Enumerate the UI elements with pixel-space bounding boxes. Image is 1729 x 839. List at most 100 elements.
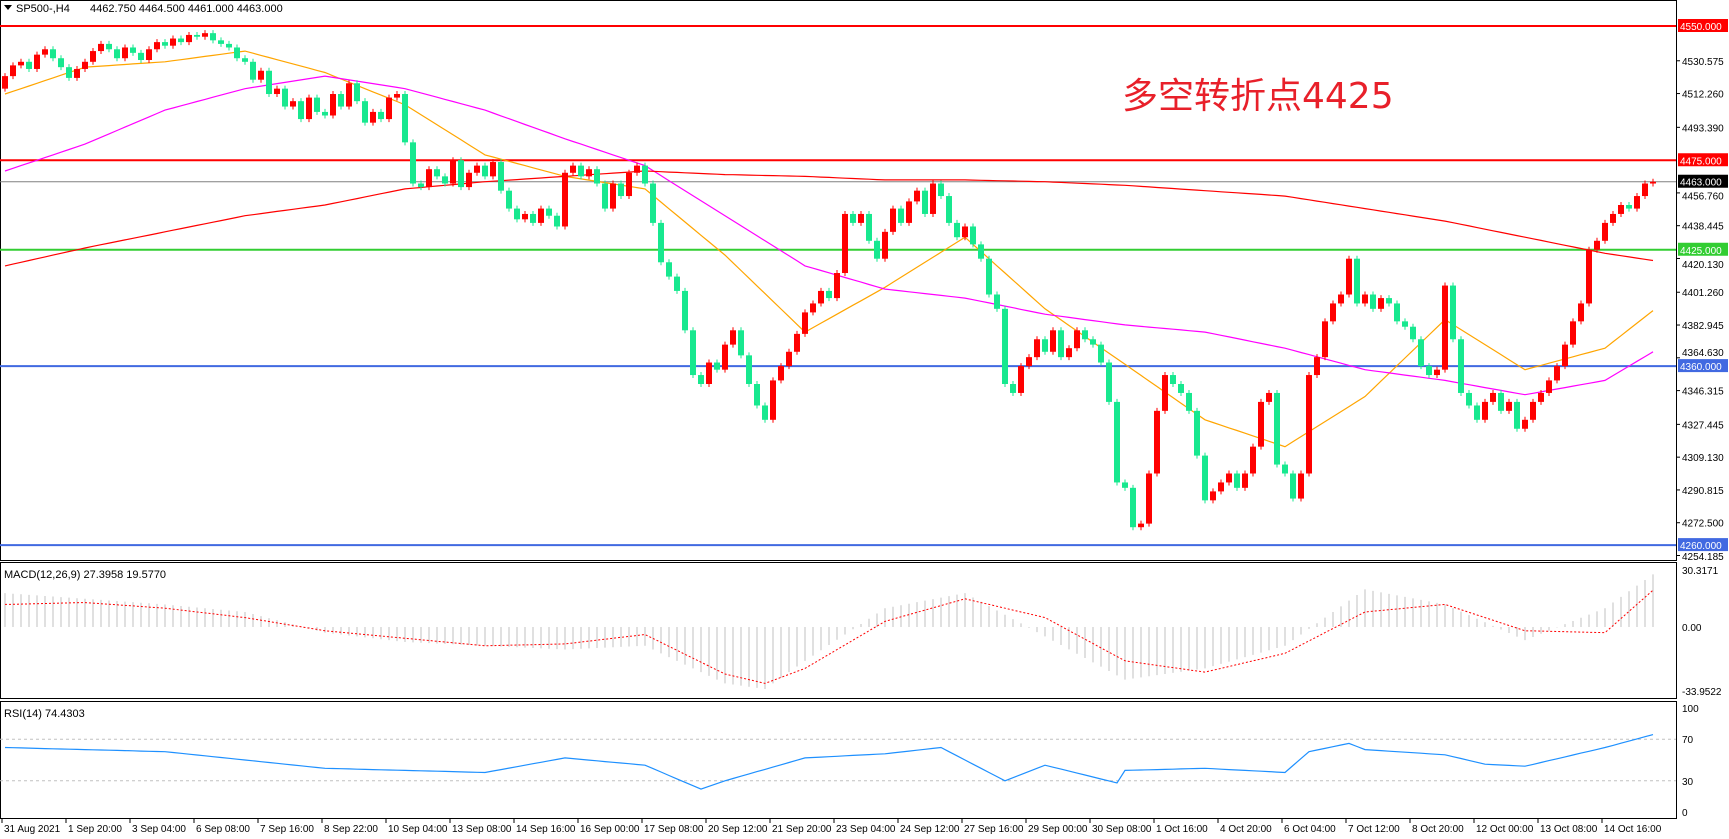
candle-bull	[426, 169, 432, 188]
candle-bull	[186, 34, 192, 43]
candle-bear	[1370, 294, 1376, 309]
candle-bull	[1210, 491, 1216, 501]
rsi-axis-label: 100	[1682, 704, 1699, 715]
candle-bear	[546, 208, 552, 216]
candle-bear	[946, 196, 952, 223]
candle-bear	[226, 43, 232, 48]
candle-bull	[202, 33, 208, 37]
candle-bull	[1434, 369, 1440, 376]
price-axis-label: 4364.630	[1682, 348, 1724, 359]
ma-line-mid	[4, 75, 1654, 396]
candle-bear	[1130, 487, 1136, 528]
candle-bear	[658, 222, 664, 263]
candle-bear	[1514, 401, 1520, 429]
time-axis-label: 13 Sep 08:00	[452, 824, 512, 835]
candle-bear	[1394, 303, 1400, 322]
level-tags: 4550.000 4475.000 4463.000 4425.000 4360.000…	[1678, 19, 1728, 552]
rsi-axis-label: 30	[1682, 777, 1694, 788]
candle-bear	[1106, 362, 1112, 402]
candle-bear	[1186, 392, 1192, 411]
candle-bear	[754, 384, 760, 406]
candle-bear	[594, 169, 600, 184]
candle-bull	[722, 344, 728, 370]
candle-bear	[1410, 326, 1416, 340]
candle-bear	[714, 362, 720, 370]
candle-bear	[698, 375, 704, 384]
candle-bear	[986, 258, 992, 295]
time-axis-label: 29 Sep 00:00	[1028, 824, 1088, 835]
time-axis-label: 20 Sep 12:00	[708, 824, 768, 835]
time-axis-label: 17 Sep 08:00	[644, 824, 704, 835]
candle-bear	[874, 240, 880, 259]
triangle-down-icon[interactable]	[4, 5, 12, 10]
candle-bull	[370, 111, 376, 123]
candle-bull	[538, 208, 544, 223]
candle-bear	[162, 42, 168, 46]
macd-axis-label: 30.3171	[1682, 566, 1719, 577]
time-axis-label: 6 Sep 08:00	[196, 824, 250, 835]
candle-bull	[1362, 294, 1368, 304]
candle-bull	[1346, 258, 1352, 295]
candle-bull	[802, 312, 808, 334]
candle-bull	[610, 183, 616, 209]
candle-bull	[634, 165, 640, 173]
candle-bull	[90, 51, 96, 62]
time-axis-label: 23 Sep 04:00	[836, 824, 896, 835]
level-tag-bg	[1678, 242, 1728, 256]
candle-bull	[1050, 330, 1056, 352]
candle-bear	[978, 244, 984, 259]
candle-bull	[1026, 357, 1032, 367]
candle-bear	[1114, 401, 1120, 483]
candle-bear	[1426, 366, 1432, 376]
candle-bull	[274, 88, 280, 95]
price-axis-label: 4512.260	[1682, 90, 1724, 101]
candle-bull	[2, 76, 8, 89]
candle-bull	[1338, 294, 1344, 304]
candle-bear	[954, 222, 960, 238]
candle-bear	[682, 290, 688, 331]
candle-bull	[1578, 303, 1584, 322]
time-axis-label: 1 Sep 20:00	[68, 824, 122, 835]
candle-bull	[306, 97, 312, 120]
candle-bear	[1354, 258, 1360, 304]
candle-bull	[1154, 410, 1160, 474]
candle-bull	[522, 213, 528, 220]
candle-bear	[1474, 405, 1480, 420]
candle-bull	[154, 42, 160, 50]
candle-bull	[882, 231, 888, 259]
candle-bull	[1594, 240, 1600, 250]
candle-bear	[242, 58, 248, 62]
annotation-text: 多空转折点4425	[1122, 76, 1394, 117]
candle-bear	[434, 169, 440, 177]
candle-bear	[1626, 205, 1632, 209]
time-axis-label: 24 Sep 12:00	[900, 824, 960, 835]
candle-bear	[418, 183, 424, 188]
time-axis-label: 7 Oct 12:00	[1348, 824, 1400, 835]
candle-bear	[618, 183, 624, 197]
candle-bear	[1122, 482, 1128, 488]
candle-bear	[1170, 375, 1176, 384]
candle-bear	[850, 213, 856, 223]
candle-bear	[1202, 455, 1208, 501]
candle-bear	[442, 176, 448, 184]
time-axis-label: 13 Oct 08:00	[1540, 824, 1598, 835]
candle-bear	[1282, 464, 1288, 474]
candle-bull	[1650, 181, 1656, 184]
level-tag-bg	[1678, 19, 1728, 32]
candle-bull	[1642, 183, 1648, 197]
candle-bear	[210, 33, 216, 41]
candle-bear	[354, 83, 360, 102]
candle-bull	[82, 61, 88, 69]
candle-bull	[18, 61, 24, 66]
candle-bull	[98, 43, 104, 52]
candle-bear	[1466, 392, 1472, 406]
candle-bull	[450, 160, 456, 184]
rsi-title: RSI(14) 74.4303	[4, 708, 85, 720]
candle-bull	[146, 49, 152, 61]
level-tag-label: 4463.000	[1680, 178, 1722, 189]
candle-bull	[858, 213, 864, 223]
candle-bear	[738, 330, 744, 356]
candle-bull	[1250, 446, 1256, 474]
candle-bear	[762, 405, 768, 420]
